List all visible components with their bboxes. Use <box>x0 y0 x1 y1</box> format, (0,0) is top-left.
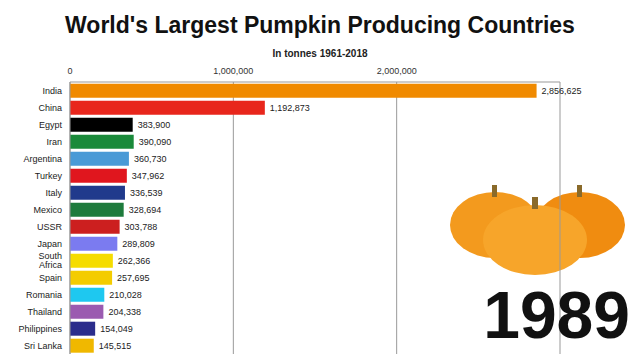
svg-text:Italy: Italy <box>45 188 62 198</box>
svg-text:2,856,625: 2,856,625 <box>542 86 582 96</box>
svg-text:390,090: 390,090 <box>139 137 172 147</box>
html-text:World's Largest Pumpkin Produc: World's Largest Pumpkin Producing Countr… <box>65 12 575 38</box>
html-text:1989: 1989 <box>483 278 630 352</box>
svg-text:154,049: 154,049 <box>100 324 133 334</box>
svg-text:USSR: USSR <box>37 222 63 232</box>
svg-text:289,809: 289,809 <box>122 239 155 249</box>
svg-text:204,338: 204,338 <box>108 307 141 317</box>
svg-text:0: 0 <box>67 66 72 76</box>
svg-text:Sri Lanka: Sri Lanka <box>24 341 62 351</box>
svg-text:China: China <box>38 103 62 113</box>
svg-text:Japan: Japan <box>37 239 62 249</box>
svg-text:Mexico: Mexico <box>33 205 62 215</box>
svg-text:Romania: Romania <box>26 290 62 300</box>
svg-text:336,539: 336,539 <box>130 188 163 198</box>
svg-text:Iran: Iran <box>46 137 62 147</box>
svg-text:303,788: 303,788 <box>125 222 158 232</box>
html-text:In tonnes 1961-2018: In tonnes 1961-2018 <box>272 48 368 59</box>
svg-text:Philippines: Philippines <box>18 324 62 334</box>
svg-text:328,694: 328,694 <box>129 205 162 215</box>
svg-text:360,730: 360,730 <box>134 154 167 164</box>
svg-text:257,695: 257,695 <box>117 273 150 283</box>
svg-text:Turkey: Turkey <box>35 171 63 181</box>
svg-text:SouthAfrica: SouthAfrica <box>38 251 62 270</box>
svg-text:145,515: 145,515 <box>99 341 132 351</box>
svg-text:262,366: 262,366 <box>118 256 151 266</box>
svg-text:1,192,873: 1,192,873 <box>270 103 310 113</box>
svg-text:347,962: 347,962 <box>132 171 165 181</box>
svg-text:1,000,000: 1,000,000 <box>213 66 253 76</box>
svg-text:2,000,000: 2,000,000 <box>377 66 417 76</box>
svg-text:383,900: 383,900 <box>138 120 171 130</box>
svg-text:Egypt: Egypt <box>39 120 63 130</box>
svg-text:Thailand: Thailand <box>27 307 62 317</box>
svg-text:210,028: 210,028 <box>109 290 142 300</box>
svg-text:Argentina: Argentina <box>23 154 62 164</box>
svg-text:India: India <box>42 86 62 96</box>
svg-text:Spain: Spain <box>39 273 62 283</box>
